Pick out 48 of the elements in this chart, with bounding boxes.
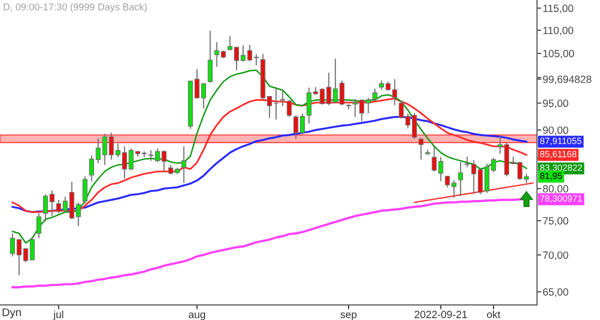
candlestick: [326, 72, 332, 106]
x-tick-label: aug: [188, 312, 206, 320]
candlestick: [352, 98, 358, 118]
candlestick: [254, 54, 259, 66]
x-tick-label: sep: [340, 312, 357, 320]
y-tick-label: 80,00: [543, 185, 568, 194]
data-label: 87,911055: [540, 138, 582, 146]
candlestick: [286, 99, 292, 118]
x-tick-label: okt: [487, 310, 500, 318]
candlestick: [398, 100, 404, 120]
text: 81,95: [540, 172, 562, 180]
y-tick-label: 90,00: [543, 126, 568, 136]
data-label: 78,300971: [540, 195, 582, 203]
text: Dyn: [2, 308, 21, 318]
y-tick-label: 65,00: [543, 288, 568, 297]
candlestick: [168, 164, 174, 176]
data-label: 85,61168: [540, 150, 576, 158]
y-tick-label: 75,00: [543, 217, 568, 226]
candlestick: [214, 42, 220, 68]
candlestick: [432, 146, 437, 172]
y-tick-label: 110,00: [543, 26, 574, 36]
y-tick-label: 105,00: [543, 50, 574, 58]
candlestick: [62, 196, 68, 213]
y-tick-label: 99,694828: [543, 76, 592, 84]
y-tick-label: 115,00: [543, 4, 574, 14]
x-tick-label: 2022-09-21: [414, 310, 467, 318]
candlestick: [36, 212, 42, 239]
candlestick: [418, 138, 424, 160]
x-tick-label: jul: [53, 310, 64, 320]
data-label: 83,302822: [540, 164, 582, 172]
candlestick: [438, 156, 444, 182]
candlestick: [510, 156, 516, 165]
candlestick: [56, 199, 62, 214]
candlestick: [372, 88, 378, 101]
candlestick: [366, 97, 371, 114]
candlestick: [458, 161, 464, 197]
candlestick: [208, 30, 213, 84]
candlestick: [102, 133, 108, 166]
y-tick-label: 70,00: [543, 251, 568, 260]
candlestick: [181, 146, 186, 184]
candlestick: [30, 236, 35, 260]
candlestick: [280, 90, 286, 107]
candlestick: [359, 99, 364, 122]
candlestick: [471, 160, 476, 195]
chart-title: D, 09:00-17:30 (9999 Days Back): [4, 3, 147, 12]
candlestick: [82, 176, 88, 204]
y-tick-label: 95,00: [543, 100, 568, 108]
candlestick: [247, 44, 252, 62]
